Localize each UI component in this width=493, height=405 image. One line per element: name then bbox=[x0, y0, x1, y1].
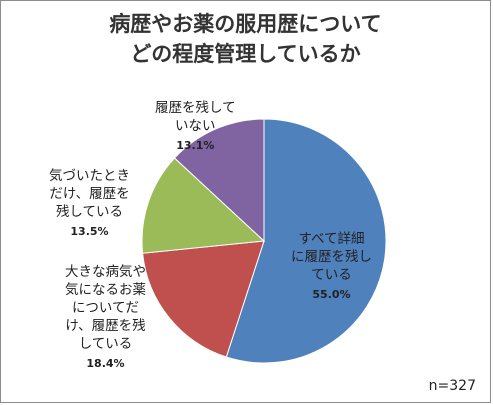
slice-label-when-noticed: 気づいたとき だけ、履歴を 残している 13.5% bbox=[49, 167, 130, 241]
slice-label-text: 履歴を残して いない bbox=[155, 100, 236, 134]
pie-slice-no-history bbox=[173, 118, 265, 243]
chart-title-line-2: どの程度管理しているか bbox=[130, 42, 361, 66]
slice-label-no-history: 履歴を残して いない 13.1% bbox=[155, 99, 236, 155]
slice-pct-label: 18.4% bbox=[86, 357, 125, 370]
slice-label-text: すべて詳細 に履歴を残し ている bbox=[291, 231, 372, 283]
slice-pct-label: 13.5% bbox=[70, 225, 109, 238]
slice-label-text: 気づいたとき だけ、履歴を 残している bbox=[49, 168, 130, 220]
chart-title: 病歴やお薬の服用歴について どの程度管理しているか bbox=[1, 9, 490, 69]
pie-slice-when-noticed bbox=[141, 157, 266, 254]
sample-size-note: n=327 bbox=[428, 378, 476, 394]
slice-label-text: 大きな病気や 気になるお薬 についてだ け、履歴を残 している bbox=[65, 264, 146, 352]
slice-pct-label: 55.0% bbox=[312, 288, 351, 301]
chart-title-line-1: 病歴やお薬の服用歴について bbox=[109, 12, 382, 36]
slice-label-all-detailed: すべて詳細 に履歴を残し ている 55.0% bbox=[291, 230, 372, 304]
pie-slice-major-illness-only bbox=[142, 240, 265, 358]
slice-pct-label: 13.1% bbox=[176, 139, 215, 152]
pie-slice-all-detailed bbox=[225, 118, 387, 364]
slice-label-major-illness-only: 大きな病気や 気になるお薬 についてだ け、履歴を残 している 18.4% bbox=[65, 263, 146, 373]
